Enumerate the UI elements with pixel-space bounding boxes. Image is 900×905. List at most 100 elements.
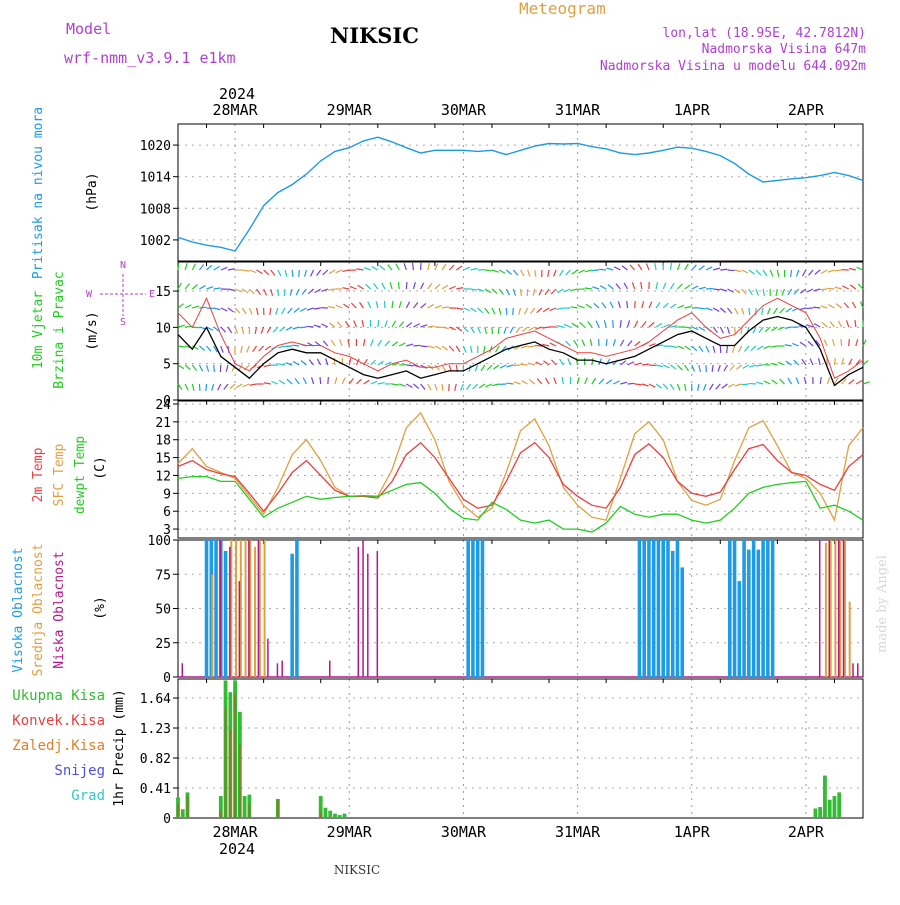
wind-arrow [522, 327, 527, 332]
precipitation-y-tick-label: 0.41 [140, 782, 171, 797]
wind-arrow [271, 289, 273, 296]
wind-arrow [207, 346, 211, 351]
wind-arrow [628, 362, 634, 365]
day-label-bottom: 2APR [788, 823, 825, 841]
wind-arrow [185, 384, 188, 390]
wind-arrow [820, 377, 821, 384]
wind-arrow [428, 304, 434, 308]
wind-arrow [545, 289, 549, 295]
wind-arrow [802, 270, 806, 276]
wind-arrow [471, 268, 478, 270]
wind-arrow [178, 283, 181, 289]
wind-unit: (m/s) [85, 311, 100, 350]
wind-arrow [656, 302, 660, 308]
cloud-high-bar [680, 567, 684, 677]
wind-arrow [243, 384, 250, 387]
wind-arrow [492, 384, 499, 386]
cloud-high-bar [466, 540, 470, 677]
wind-arrow [844, 303, 849, 308]
wind-arrow [620, 382, 627, 384]
wind-side-label-1: 10m Vjetar [31, 291, 46, 369]
wind-arrow [296, 289, 299, 295]
wind-arrow [827, 377, 829, 384]
wind-arrow [521, 364, 528, 365]
wind-arrow [742, 270, 748, 273]
wind-arrow [585, 378, 588, 384]
wind-arrow [656, 384, 662, 388]
wind-arrow [677, 263, 680, 270]
wind-arrow [192, 306, 199, 308]
cloud-mid-bar [825, 543, 827, 677]
wind-arrow [271, 270, 275, 276]
wind-arrow [463, 267, 469, 270]
wind-arrow [727, 270, 734, 271]
wind-arrow [492, 270, 499, 272]
wind-arrow [435, 306, 442, 308]
wind-arrow [646, 263, 649, 270]
wind-arrow [763, 270, 767, 276]
wind-arrow [513, 308, 514, 315]
wind-arrow [585, 288, 592, 289]
wind-arrow [828, 270, 835, 272]
temp-side-label-1: 2m Temp [31, 447, 46, 502]
cloud-high-bar [295, 540, 299, 677]
cloud-high-bar [671, 551, 675, 677]
cloud-high-bar [728, 540, 732, 677]
wind-arrow [857, 267, 863, 270]
temperature-y-tick-label: 6 [163, 505, 171, 520]
wind-arrow [264, 289, 267, 295]
wind-arrow [525, 308, 528, 314]
wind-arrow [442, 346, 448, 350]
wind-y-tick-label: 15 [155, 285, 171, 300]
wind-arrow [270, 308, 271, 315]
wind-arrow [499, 308, 501, 315]
cloud-unit: (%) [93, 596, 108, 619]
precip-total-bar [837, 792, 841, 818]
clouds-y-tick-label: 50 [155, 603, 171, 618]
wind-arrow [378, 320, 379, 327]
cloud-low-bar [239, 581, 241, 677]
wind-arrow [521, 270, 525, 276]
wind-arrow [649, 302, 652, 308]
wind-arrow [343, 304, 349, 308]
wind-arrow [192, 327, 199, 328]
wind-arrow [282, 308, 285, 314]
wind-arrow [428, 263, 430, 270]
precip-conv-bar [320, 812, 322, 818]
wind-arrow [284, 289, 285, 296]
wind-arrow [602, 302, 606, 308]
wind-arrow [337, 322, 342, 327]
cloud-low-bar [852, 663, 854, 677]
wind-arrow [513, 270, 518, 275]
wind-arrow [572, 323, 578, 327]
wind-arrow [808, 341, 813, 346]
wind-arrow [699, 365, 701, 372]
wind-arrow [293, 327, 300, 329]
wind-arrow [521, 346, 528, 348]
wind-arrow [371, 360, 376, 365]
wind-arrow [178, 346, 185, 347]
wind-arrow [618, 301, 620, 308]
wind-arrow [249, 289, 254, 294]
cloud-high-bar [757, 550, 761, 677]
wind-arrow [435, 284, 440, 289]
wind-arrow [735, 270, 742, 272]
day-label-top: 28MAR [213, 101, 259, 119]
wind-arrow [788, 378, 792, 384]
wind-arrow [628, 341, 632, 346]
wind-arrow [456, 346, 460, 352]
wind-arrow [649, 384, 655, 387]
wind-arrow [357, 269, 364, 270]
precip-total-bar [343, 814, 347, 818]
wind-arrow [599, 269, 606, 270]
wind-arrow [572, 270, 578, 274]
wind-arrow [309, 360, 313, 365]
wind-arrow [214, 288, 221, 289]
wind-arrow [178, 384, 182, 390]
wind-arrow [331, 340, 335, 346]
wind-arrow [421, 325, 428, 327]
precip-conv-bar [187, 796, 189, 818]
wind-arrow [709, 384, 713, 390]
